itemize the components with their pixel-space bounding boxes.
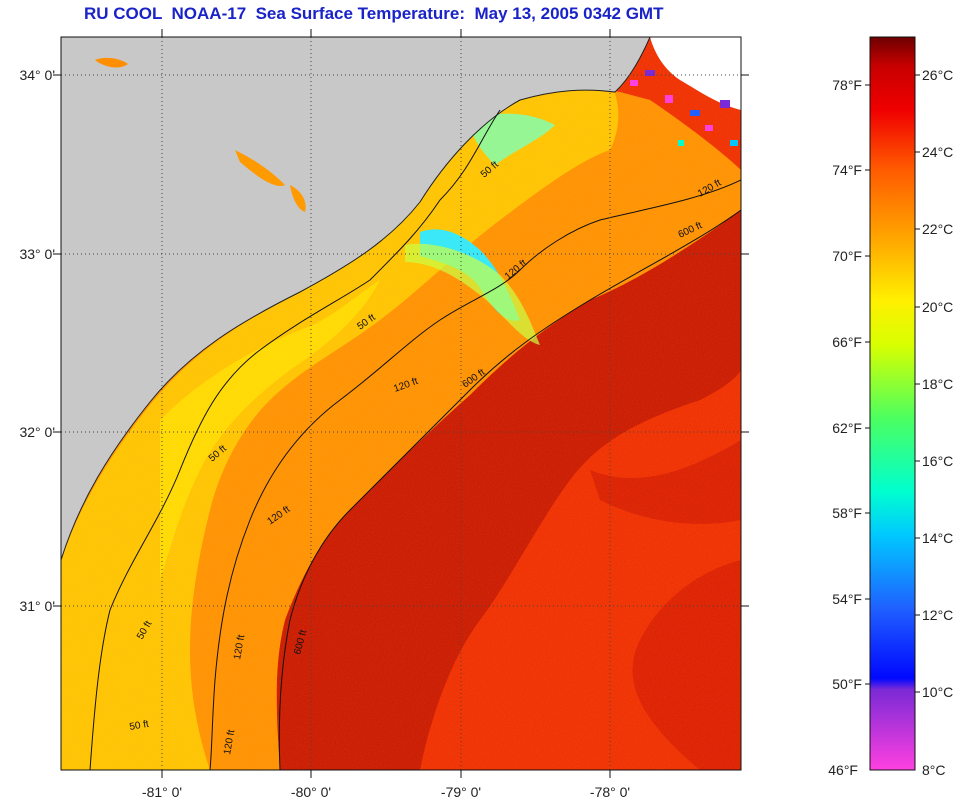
colorbar-ticks: [865, 74, 920, 693]
colorbar-label-f: 58°F: [832, 505, 862, 521]
inland-lakes: [95, 57, 306, 212]
colorbar-label-f: 70°F: [832, 248, 862, 264]
colorbar-label-c: 16°C: [922, 453, 953, 469]
map-title: RU COOL NOAA-17 Sea Surface Temperature:…: [84, 4, 664, 23]
plot-frame: [60, 36, 742, 771]
colorbar-label-f: 74°F: [832, 162, 862, 178]
colorbar-label-f: 62°F: [832, 420, 862, 436]
lon-label-80: -80° 0': [291, 784, 331, 800]
colorbar-label-f: 50°F: [832, 676, 862, 692]
colorbar-label-f: 78°F: [832, 77, 862, 93]
contour-label-50ft: 50 ft: [129, 719, 150, 733]
contour-label-120ft: 120 ft: [222, 729, 237, 756]
lon-label-79: -79° 0': [441, 784, 481, 800]
axis-ticks: [53, 29, 749, 778]
contour-label-120ft: 120 ft: [232, 634, 247, 661]
colorbar-label-c: 12°C: [922, 607, 953, 623]
colorbar-label-c: 8°C: [922, 762, 946, 778]
coastline: [61, 37, 651, 561]
lat-label-34: 34° 0': [19, 67, 55, 83]
land-mass: [61, 37, 650, 560]
colorbar-label-c: 10°C: [922, 684, 953, 700]
contour-600ft: [278, 209, 741, 770]
lat-label-32: 32° 0': [19, 424, 55, 440]
colorbar-label-c: 20°C: [922, 299, 953, 315]
lat-label-31: 31° 0': [19, 598, 55, 614]
lat-label-33: 33° 0': [19, 246, 55, 262]
colorbar-label-c: 22°C: [922, 221, 953, 237]
graticule: [61, 37, 741, 770]
colorbar-label-f: 46°F: [828, 762, 858, 778]
contour-50ft: [89, 109, 501, 770]
colorbar-label-c: 18°C: [922, 376, 953, 392]
no-data-region: [650, 37, 741, 110]
colorbar-label-c: 14°C: [922, 530, 953, 546]
cloud-flags: [630, 70, 738, 146]
map-plot-area: [61, 37, 741, 770]
lon-label-78: -78° 0': [590, 784, 630, 800]
colorbar-label-f: 54°F: [832, 591, 862, 607]
contour-120ft: [209, 179, 741, 770]
colorbar-label-c: 24°C: [922, 144, 953, 160]
colorbar-label-f: 66°F: [832, 334, 862, 350]
colorbar-label-c: 26°C: [922, 67, 953, 83]
colorbar: [869, 36, 916, 771]
lon-label-81: -81° 0': [142, 784, 182, 800]
